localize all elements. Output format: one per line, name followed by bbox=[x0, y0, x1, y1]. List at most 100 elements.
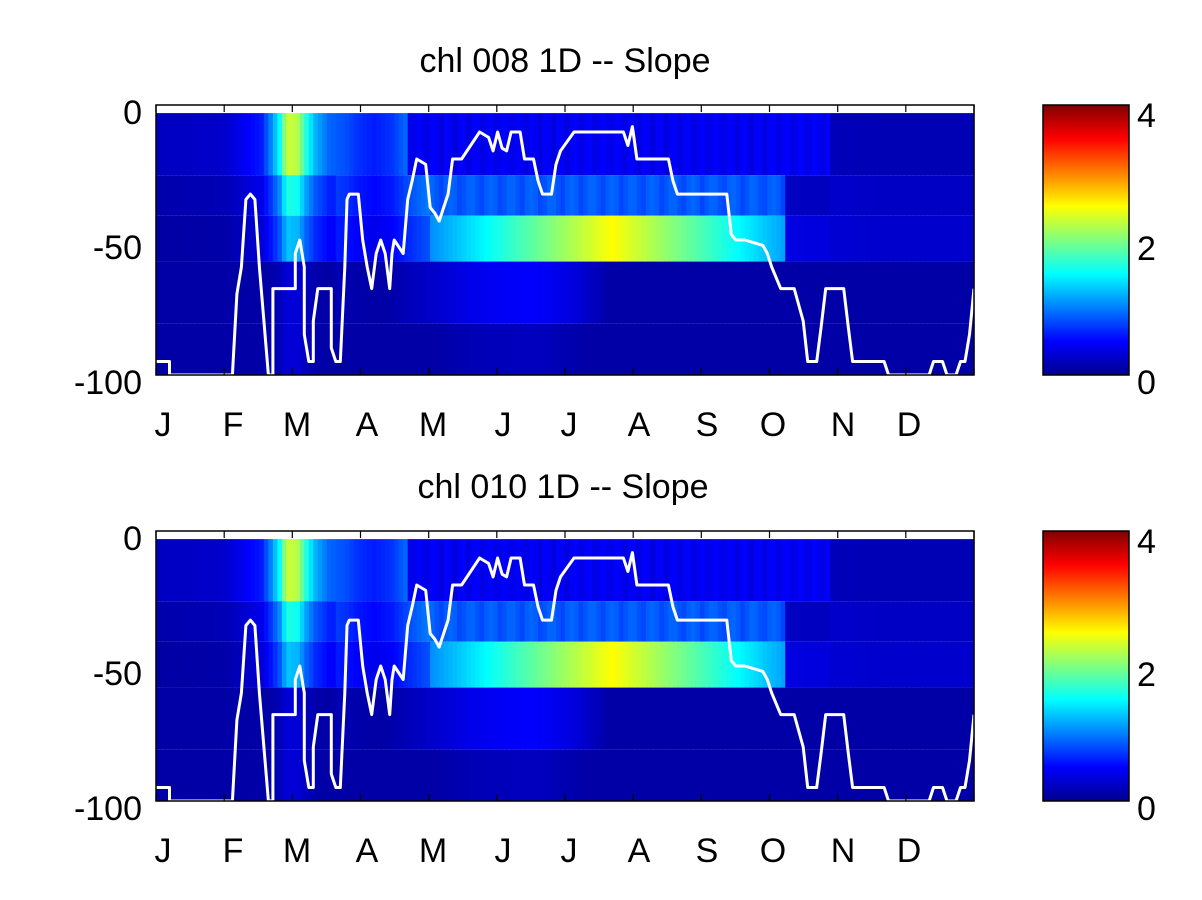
heatmap-cell bbox=[214, 105, 220, 176]
heatmap-cell bbox=[416, 105, 422, 176]
heatmap-cell bbox=[623, 261, 629, 324]
heatmap-cell bbox=[385, 175, 391, 216]
heatmap-cell bbox=[448, 261, 454, 324]
heatmap-cell bbox=[317, 323, 323, 375]
heatmap-cell bbox=[713, 641, 719, 688]
heatmap-cell bbox=[893, 641, 899, 688]
heatmap-cell bbox=[349, 749, 355, 801]
heatmap-cell bbox=[902, 261, 908, 324]
heatmap-cell bbox=[439, 687, 445, 750]
heatmap-cell bbox=[627, 215, 634, 262]
heatmap-cell bbox=[614, 261, 620, 324]
heatmap-cell bbox=[852, 105, 858, 176]
heatmap-cell bbox=[245, 531, 251, 602]
heatmap-cell bbox=[789, 687, 795, 750]
heatmap-cell bbox=[758, 105, 764, 176]
heatmap-cell bbox=[641, 749, 647, 801]
heatmap-cell bbox=[659, 105, 665, 176]
heatmap-cell bbox=[789, 323, 795, 375]
heatmap-cell bbox=[848, 641, 854, 688]
heatmap-cell bbox=[767, 215, 773, 262]
heatmap-cell bbox=[825, 601, 831, 642]
heatmap-cell bbox=[641, 105, 647, 176]
heatmap-cell bbox=[816, 261, 822, 324]
heatmap-cell bbox=[331, 261, 337, 324]
heatmap-cell bbox=[403, 531, 409, 602]
heatmap-cell bbox=[529, 687, 535, 750]
heatmap-cell bbox=[704, 323, 710, 375]
heatmap-cell bbox=[798, 261, 804, 324]
heatmap-cell bbox=[515, 175, 521, 216]
heatmap-cell bbox=[488, 601, 494, 642]
heatmap-cell bbox=[893, 175, 899, 216]
heatmap-cell bbox=[443, 323, 449, 375]
heatmap-cell bbox=[744, 215, 750, 262]
heatmap-cell bbox=[430, 323, 436, 375]
heatmap-cell bbox=[825, 215, 831, 262]
heatmap-cell bbox=[587, 323, 593, 375]
heatmap-cell bbox=[708, 687, 714, 750]
heatmap-cell bbox=[834, 261, 840, 324]
heatmap-cell bbox=[430, 687, 436, 750]
heatmap-cell bbox=[484, 105, 490, 176]
heatmap-cell bbox=[857, 749, 863, 801]
heatmap-cell bbox=[605, 261, 611, 324]
x-tick-label: J bbox=[495, 832, 512, 870]
heatmap-cell bbox=[443, 261, 449, 324]
heatmap-cell bbox=[969, 641, 975, 688]
heatmap-cell bbox=[924, 641, 930, 688]
heatmap-cell bbox=[547, 687, 553, 750]
heatmap-cell bbox=[281, 175, 287, 216]
heatmap-cell bbox=[812, 601, 818, 642]
heatmap-cell bbox=[169, 175, 175, 216]
heatmap-cell bbox=[632, 215, 638, 262]
heatmap-cell bbox=[798, 323, 804, 375]
heatmap-cell bbox=[636, 749, 642, 801]
heatmap-cell bbox=[416, 601, 422, 642]
heatmap-cell bbox=[875, 175, 881, 216]
heatmap-cell bbox=[434, 215, 440, 262]
heatmap-cell bbox=[794, 105, 800, 176]
heatmap-cell bbox=[556, 531, 562, 602]
heatmap-cell bbox=[600, 323, 607, 375]
heatmap-cell bbox=[511, 601, 517, 642]
heatmap-cell bbox=[457, 641, 463, 688]
heatmap-cell bbox=[870, 531, 876, 602]
heatmap-cell bbox=[259, 175, 265, 216]
heatmap-cell bbox=[969, 175, 975, 216]
heatmap-cell bbox=[515, 641, 521, 688]
heatmap-cell bbox=[524, 601, 530, 642]
heatmap-cell bbox=[421, 175, 427, 216]
heatmap-cell bbox=[533, 105, 539, 176]
heatmap-cell bbox=[241, 261, 247, 324]
heatmap-cell bbox=[659, 641, 665, 688]
heatmap-cell bbox=[156, 261, 162, 324]
heatmap-cell bbox=[942, 175, 948, 216]
heatmap-cell bbox=[173, 261, 180, 324]
heatmap-cell bbox=[533, 261, 539, 324]
heatmap-cell bbox=[542, 687, 548, 750]
heatmap-cell bbox=[551, 105, 557, 176]
heatmap-cell bbox=[879, 687, 885, 750]
heatmap-cell bbox=[578, 641, 584, 688]
heatmap-cell bbox=[951, 261, 957, 324]
heatmap-cell bbox=[740, 531, 746, 602]
heatmap-cell bbox=[277, 641, 283, 688]
heatmap-cell bbox=[385, 749, 391, 801]
heatmap-cell bbox=[614, 531, 620, 602]
heatmap-cell bbox=[277, 261, 283, 324]
heatmap-cell bbox=[448, 641, 454, 688]
heatmap-cell bbox=[358, 175, 364, 216]
heatmap-cell bbox=[753, 215, 759, 262]
heatmap-cell bbox=[659, 261, 665, 324]
heatmap-cell bbox=[547, 215, 553, 262]
heatmap-cell bbox=[209, 687, 216, 750]
mixed-layer-depth-path bbox=[156, 125, 976, 377]
heatmap-cell bbox=[344, 687, 350, 750]
heatmap-cell bbox=[911, 323, 917, 375]
heatmap-cell bbox=[331, 531, 337, 602]
heatmap-cell bbox=[475, 215, 481, 262]
heatmap-cell bbox=[380, 175, 386, 216]
heatmap-cell bbox=[245, 105, 251, 176]
heatmap-cell bbox=[735, 323, 741, 375]
